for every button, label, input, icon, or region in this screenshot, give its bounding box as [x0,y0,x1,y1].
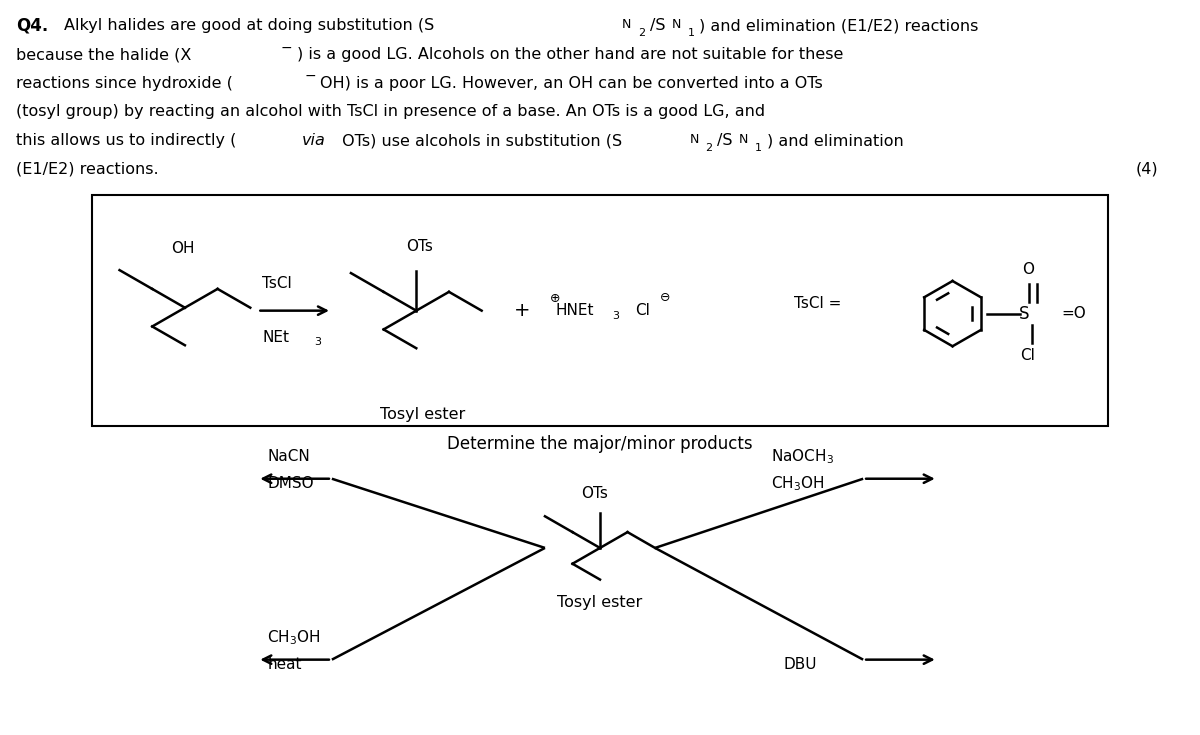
Text: =O: =O [1062,306,1086,321]
Text: ⊖: ⊖ [660,291,670,304]
Text: DBU: DBU [784,657,817,672]
Text: −: − [281,40,292,54]
Text: Cl: Cl [635,303,649,318]
Text: O: O [1022,262,1034,276]
Text: S: S [1019,304,1030,323]
Text: Cl: Cl [1020,348,1036,362]
Text: Tosyl ester: Tosyl ester [379,407,464,422]
Text: CH$_3$OH: CH$_3$OH [268,628,320,648]
Text: Alkyl halides are good at doing substitution (S: Alkyl halides are good at doing substitu… [64,18,434,33]
Text: ) is a good LG. Alcohols on the other hand are not suitable for these: ) is a good LG. Alcohols on the other ha… [298,47,844,62]
Text: Determine the major/minor products: Determine the major/minor products [448,435,752,453]
Text: this allows us to indirectly (: this allows us to indirectly ( [16,133,236,148]
Text: heat: heat [268,657,302,672]
Text: 1: 1 [755,143,762,153]
Text: N: N [689,133,698,146]
Text: N: N [739,133,749,146]
Text: reactions since hydroxide (: reactions since hydroxide ( [16,76,233,90]
Text: TsCl =: TsCl = [793,296,841,311]
Text: ⊕: ⊕ [550,293,560,305]
Text: +: + [515,301,530,320]
Text: 1: 1 [688,28,695,37]
Text: OTs: OTs [582,486,608,501]
Text: N: N [622,18,631,32]
Text: OTs: OTs [406,239,433,254]
Text: −: − [304,69,316,83]
Text: /S: /S [718,133,733,148]
Text: OTs) use alcohols in substitution (S: OTs) use alcohols in substitution (S [337,133,622,148]
Text: 2: 2 [706,143,713,153]
Text: OH: OH [172,241,194,256]
Text: DMSO: DMSO [268,476,314,491]
Text: OH) is a poor LG. However, an OH can be converted into a OTs: OH) is a poor LG. However, an OH can be … [320,76,823,90]
Text: 3: 3 [612,311,619,320]
Text: (E1/E2) reactions.: (E1/E2) reactions. [16,162,158,177]
Text: 2: 2 [637,28,644,37]
Text: Tosyl ester: Tosyl ester [557,595,643,610]
FancyBboxPatch shape [91,195,1109,426]
Text: HNEt: HNEt [556,303,594,318]
Text: NEt: NEt [263,330,289,345]
Text: Q4.: Q4. [16,17,48,35]
Text: CH$_3$OH: CH$_3$OH [770,474,824,493]
Text: TsCl: TsCl [263,276,292,292]
Text: (4): (4) [1135,162,1158,177]
Text: because the halide (X: because the halide (X [16,47,192,62]
Text: NaCN: NaCN [268,450,310,465]
Text: 3: 3 [314,337,322,348]
Text: (tosyl group) by reacting an alcohol with TsCl in presence of a base. An OTs is : (tosyl group) by reacting an alcohol wit… [16,104,766,119]
Text: via: via [302,133,326,148]
Text: /S: /S [649,18,665,33]
Text: ) and elimination (E1/E2) reactions: ) and elimination (E1/E2) reactions [700,18,979,33]
Text: N: N [672,18,680,32]
Text: ) and elimination: ) and elimination [767,133,904,148]
Text: NaOCH$_3$: NaOCH$_3$ [770,448,834,466]
